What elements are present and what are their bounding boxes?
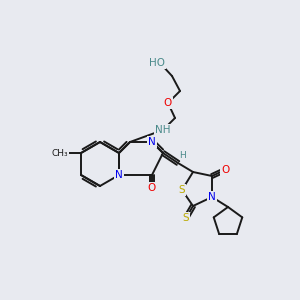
- Text: HO: HO: [149, 58, 165, 68]
- Text: N: N: [208, 192, 216, 202]
- Text: N: N: [148, 137, 156, 147]
- Text: O: O: [164, 98, 172, 108]
- Text: H: H: [180, 151, 186, 160]
- Text: S: S: [183, 213, 189, 223]
- Text: O: O: [148, 183, 156, 193]
- Text: N: N: [115, 170, 123, 180]
- Text: S: S: [179, 185, 185, 195]
- Text: O: O: [221, 165, 229, 175]
- Text: NH: NH: [155, 125, 171, 135]
- Text: CH₃: CH₃: [52, 148, 68, 158]
